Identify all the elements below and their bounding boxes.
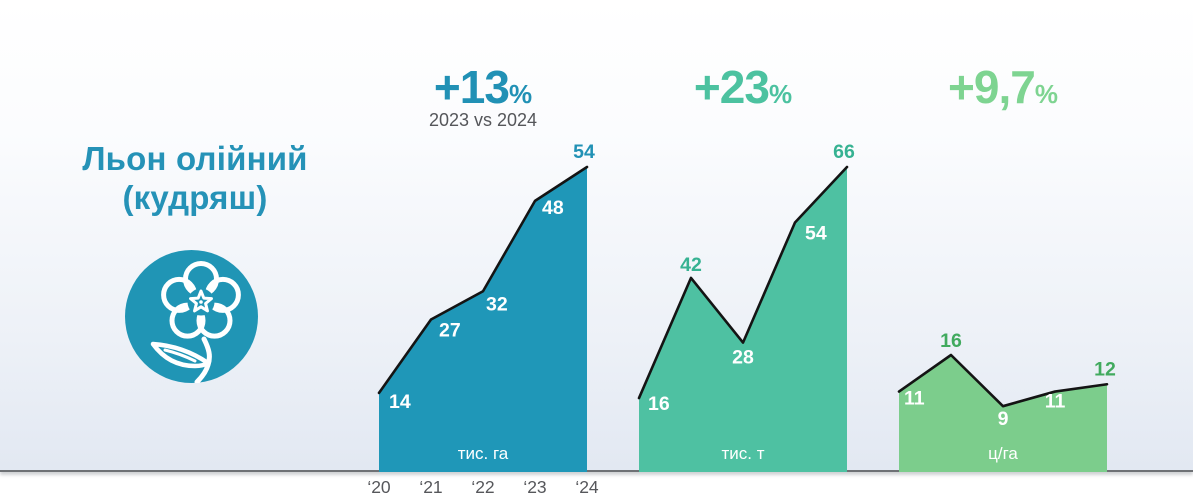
unit-label: тис. т [721,444,764,463]
page-title: Льон олійний (кудряш) [28,140,362,217]
area-fill [639,167,847,472]
x-axis-label: ‘20 [367,477,391,497]
area-outline [377,165,589,395]
headline-value: +9,7 [948,61,1036,113]
x-axis-label: ‘24 [575,477,599,497]
unit-label: тис. га [458,444,509,463]
headline-pct-sown-area: +13% [378,60,588,114]
area-chart-production: 16 42 28 54 66 тис. т [637,141,855,472]
value-label: 48 [542,197,564,219]
compare-years-label: 2023 vs 2024 [428,110,538,130]
value-label: 16 [940,330,962,352]
chart-background [0,0,1193,472]
title-line-1: Льон олійний [82,140,308,177]
flax-flower-graphic [125,250,258,383]
headline-pct-production: +23% [638,60,848,114]
headline-value: +23 [693,61,770,113]
headline-value: +13 [433,61,510,113]
area-fill [899,355,1107,472]
value-label: 9 [998,408,1009,430]
area-outline [637,165,849,400]
x-axis-label: ‘21 [419,477,443,497]
flax-flower-icon [125,250,258,383]
title-line-2: (кудряш) [122,178,268,216]
area-outline [897,353,1109,408]
value-label: 27 [439,320,461,342]
value-label: 11 [904,388,925,410]
percent-sign: % [1034,79,1058,109]
value-label: 28 [732,347,754,369]
unit-label: ц/га [988,444,1018,463]
value-label: 14 [389,391,411,413]
value-label: 12 [1094,358,1116,380]
value-label: 11 [1045,391,1066,413]
value-label: 54 [805,222,827,244]
area-chart-yield: 11 16 9 11 12 ц/га [897,330,1116,472]
value-label: 66 [833,141,855,163]
x-axis-label: ‘23 [523,477,547,497]
value-label: 16 [648,393,670,415]
value-label: 42 [680,254,702,276]
percent-sign: % [768,79,793,109]
area-chart-sown-area: 14 27 32 48 54 тис. га [377,141,595,472]
value-label: 32 [486,293,508,315]
value-label: 54 [573,141,595,163]
area-fill [379,167,587,472]
headline-pct-yield: +9,7% [898,60,1108,114]
percent-sign: % [508,79,533,109]
x-axis-label: ‘22 [471,477,495,497]
